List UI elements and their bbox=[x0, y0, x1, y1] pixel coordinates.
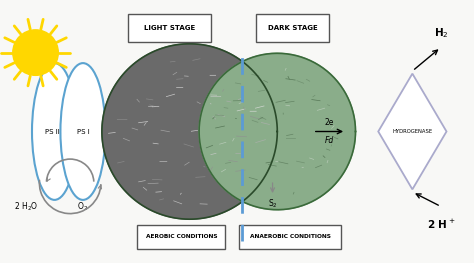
Ellipse shape bbox=[13, 30, 58, 75]
Polygon shape bbox=[102, 44, 277, 219]
Polygon shape bbox=[378, 74, 447, 189]
Text: PS I: PS I bbox=[77, 129, 89, 134]
Text: AEROBIC CONDITIONS: AEROBIC CONDITIONS bbox=[146, 234, 217, 239]
Text: 2e: 2e bbox=[121, 118, 130, 127]
Ellipse shape bbox=[32, 63, 77, 200]
Text: Fd: Fd bbox=[325, 136, 334, 145]
FancyBboxPatch shape bbox=[256, 14, 329, 42]
Text: DARK STAGE: DARK STAGE bbox=[268, 25, 318, 31]
FancyBboxPatch shape bbox=[239, 225, 341, 249]
Text: 2 H$_2$O: 2 H$_2$O bbox=[14, 200, 38, 213]
Text: 2 H$^+$: 2 H$^+$ bbox=[427, 218, 455, 231]
Polygon shape bbox=[199, 53, 356, 210]
Text: LIGHT STAGE: LIGHT STAGE bbox=[144, 25, 195, 31]
Text: PS II: PS II bbox=[45, 129, 60, 134]
FancyBboxPatch shape bbox=[128, 14, 211, 42]
Text: O$_2$: O$_2$ bbox=[77, 200, 89, 213]
Text: CO$_2$: CO$_2$ bbox=[153, 66, 169, 79]
FancyBboxPatch shape bbox=[137, 225, 225, 249]
Text: ANAEROBIC CONDITIONS: ANAEROBIC CONDITIONS bbox=[250, 234, 331, 239]
Ellipse shape bbox=[60, 63, 105, 200]
Text: Fd: Fd bbox=[121, 136, 130, 145]
Text: H$_2$: H$_2$ bbox=[434, 26, 448, 40]
Text: S$_2$: S$_2$ bbox=[268, 198, 277, 210]
Text: 2e: 2e bbox=[325, 118, 334, 127]
Text: HYDROGENASE: HYDROGENASE bbox=[392, 129, 432, 134]
